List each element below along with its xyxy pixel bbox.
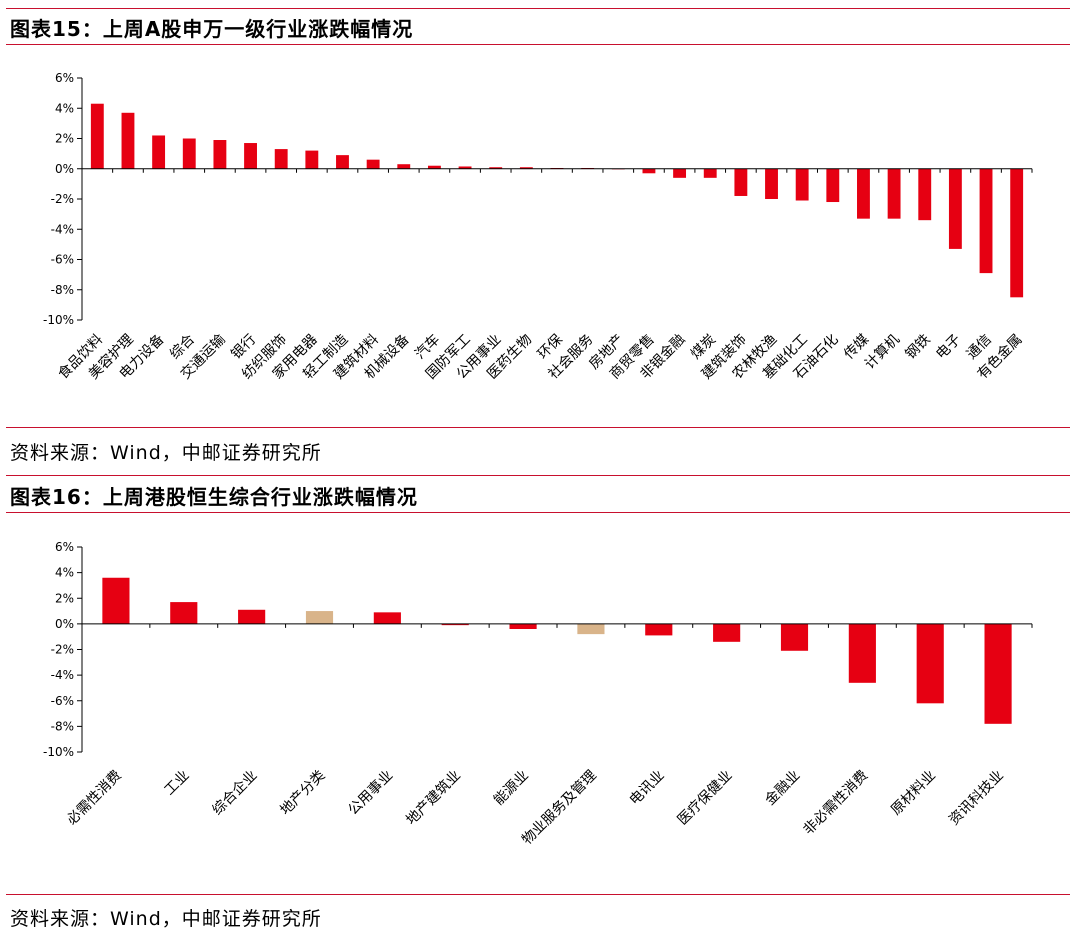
bar [642,168,656,174]
y-tick-label: -8% [51,719,74,733]
source-rule [6,427,1070,428]
bar [458,166,472,169]
bar [427,165,441,169]
bar [795,168,809,201]
bar [645,623,673,636]
bar [1010,168,1024,298]
bar [848,623,876,683]
x-category-label: 工业 [162,768,193,799]
title-rule [6,44,1070,45]
bar [519,167,533,169]
bar [577,623,605,635]
bar [441,623,469,626]
bar [703,168,717,178]
y-tick-label: -6% [51,694,74,708]
figure-15-source: 资料来源：Wind，中邮证券研究所 [10,442,322,464]
bar [916,623,944,704]
x-category-label: 能源业 [491,768,532,809]
bar [765,168,778,199]
top-rule [6,8,1070,9]
title-rule [6,512,1070,513]
figure-16-source: 资料来源：Wind，中邮证券研究所 [10,908,322,930]
bar [274,149,288,169]
bar [979,168,993,274]
bar [984,623,1012,724]
source-rule [6,894,1070,895]
top-rule [6,475,1070,476]
y-tick-label: 4% [55,101,74,115]
bar [780,623,809,651]
bar [673,168,687,178]
bar [102,577,130,624]
y-tick-label: 6% [55,540,74,554]
bar [826,168,840,203]
x-category-label: 钢铁 [902,332,933,363]
y-tick-label: 6% [55,71,74,85]
x-category-label: 原材料业 [888,768,939,819]
y-tick-label: -2% [51,643,74,657]
x-category-label: 非必需性消费 [800,768,871,839]
bar [305,611,334,624]
bar [918,168,932,221]
x-category-label: 综合企业 [209,767,261,819]
bar [857,168,870,219]
bar [305,150,319,169]
figure-15-title: 图表15：上周A股申万一级行业涨跌幅情况 [10,17,414,41]
y-tick-label: 4% [55,566,74,580]
bar [713,623,741,642]
bar [90,103,104,169]
y-tick-label: -2% [51,192,74,206]
y-tick-label: -10% [43,745,74,759]
y-tick-label: 0% [55,162,74,176]
x-category-label: 必需性消费 [64,768,125,829]
bar [244,143,257,169]
x-category-label: 公用事业 [345,768,396,819]
y-tick-label: 2% [55,132,74,146]
x-category-label: 电讯业 [627,768,668,809]
y-tick-label: -10% [43,313,74,327]
x-category-label: 计算机 [862,332,903,373]
bar [366,159,380,169]
y-tick-label: 2% [55,591,74,605]
y-tick-label: -8% [51,283,74,297]
y-tick-label: -4% [51,668,74,682]
bar [121,112,135,169]
bar [948,168,962,249]
y-tick-label: -6% [51,253,74,267]
x-category-label: 医疗保健业 [675,768,736,829]
bar [734,168,748,196]
bar [373,612,401,624]
x-category-label: 电子 [933,332,964,363]
y-tick-label: 0% [55,617,74,631]
chart-hk-industries: 6% 4% 2% 0% -2% -4% -6% -8% -10% 必需性消费 工业 综合企业 地产分类公… [43,540,1033,849]
bar [489,167,503,169]
x-category-label: 物业服务及管理 [519,768,600,849]
bar [213,140,227,169]
bar [238,609,266,624]
x-category-label: 金融业 [762,768,803,809]
bar [509,623,537,629]
bar [152,135,166,169]
bar [182,138,196,169]
x-category-label: 地产建筑业 [403,768,464,829]
bar [170,602,198,624]
x-category-label: 地产分类 [277,768,328,819]
bar [887,168,901,219]
figure-16-title: 图表16：上周港股恒生综合行业涨跌幅情况 [10,485,418,509]
y-tick-label: -4% [51,222,74,236]
bar [336,155,349,169]
x-category-label: 资讯科技业 [946,768,1007,829]
bar [397,164,411,169]
